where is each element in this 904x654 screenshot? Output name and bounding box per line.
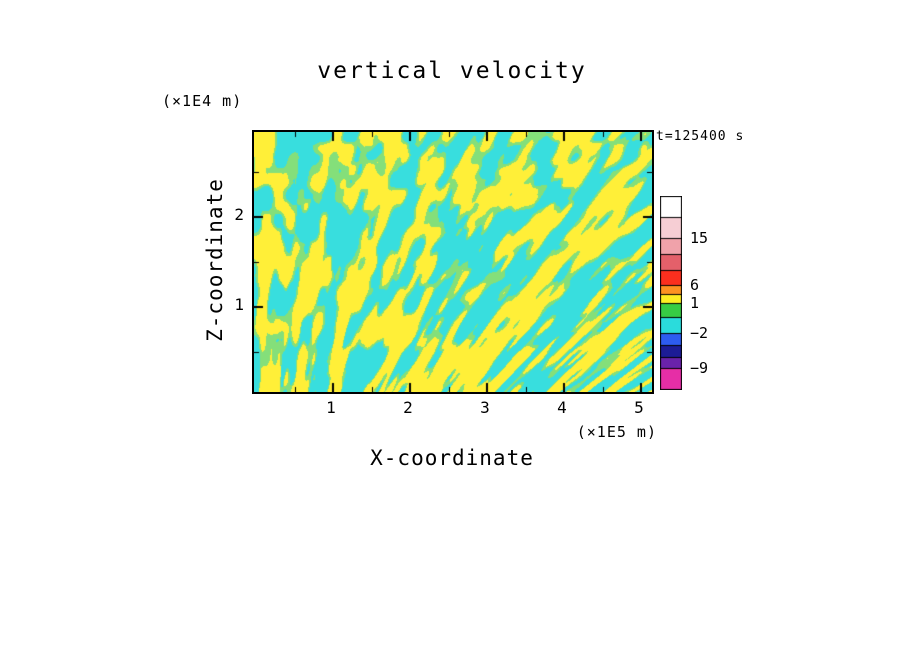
y-tick-label: 1: [234, 295, 244, 314]
colorbar: [660, 196, 682, 390]
x-tick-label: 3: [480, 398, 490, 417]
colorbar-label: 1: [690, 294, 700, 312]
plot-frame: [252, 130, 654, 394]
y-axis-unit-label: (×1E4 m): [162, 92, 243, 110]
y-axis-title: Z-coordinate: [202, 178, 227, 342]
x-tick-label: 4: [557, 398, 567, 417]
x-axis-title: X-coordinate: [370, 446, 534, 470]
x-tick-label: 5: [634, 398, 644, 417]
x-axis-unit-label: (×1E5 m): [576, 423, 657, 441]
chart-title: vertical velocity: [317, 58, 587, 84]
colorbar-label: −2: [690, 324, 709, 342]
x-tick-label: 1: [326, 398, 336, 417]
x-tick-label: 2: [403, 398, 413, 417]
colorbar-label: 6: [690, 276, 700, 294]
heatmap-canvas: [254, 132, 652, 392]
colorbar-label: 15: [690, 229, 709, 247]
time-annotation: t=125400 s: [656, 129, 745, 144]
y-tick-label: 2: [234, 205, 244, 224]
colorbar-label: −9: [690, 359, 709, 377]
